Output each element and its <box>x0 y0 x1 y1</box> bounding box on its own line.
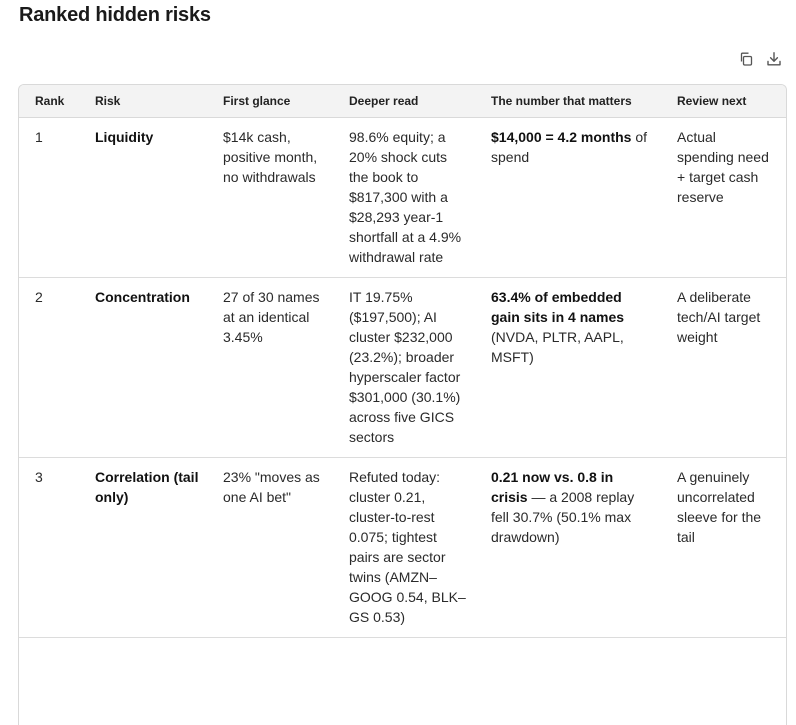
cell-risk: Correlation (tail only) <box>81 457 209 638</box>
header-rank: Rank <box>19 85 81 118</box>
cell-rank: 3 <box>19 457 81 638</box>
copy-icon[interactable] <box>738 51 754 67</box>
number-highlight: 0.21 now vs. 0.8 in crisis <box>491 468 614 505</box>
cell-rank: 2 <box>19 277 81 458</box>
table-row: 2 Concentration 27 of 30 names at an ide… <box>19 277 786 458</box>
cell-deeper-read: IT 19.75% ($197,500); AI cluster $232,00… <box>335 277 477 458</box>
cell-number-that-matters: 0.21 now vs. 0.8 in crisis — a 2008 repl… <box>477 457 663 638</box>
cell-risk: Concentration <box>81 277 209 458</box>
download-icon[interactable] <box>766 51 782 67</box>
risk-table: Rank Risk First glance Deeper read The n… <box>18 84 787 725</box>
table-row: 3 Correlation (tail only) 23% "moves as … <box>19 457 786 638</box>
number-detail: of spend <box>491 128 648 165</box>
number-detail: — a 2008 replay fell 30.7% (50.1% max dr… <box>491 488 635 545</box>
table-header-row: Rank Risk First glance Deeper read The n… <box>19 85 786 118</box>
cell-number-that-matters: $14,000 = 4.2 months of spend <box>477 117 663 278</box>
cell-review-next: Actual spending need + target cash reser… <box>663 117 786 278</box>
cell-review-next: A deliberate tech/AI target weight <box>663 277 786 458</box>
cell-first-glance: $14k cash, positive month, no withdrawal… <box>209 117 335 278</box>
cell-deeper-read: 98.6% equity; a 20% shock cuts the book … <box>335 117 477 278</box>
cell-risk: Liquidity <box>81 117 209 278</box>
cell-first-glance: 27 of 30 names at an identical 3.45% <box>209 277 335 458</box>
number-highlight: 63.4% of embedded gain sits in 4 names <box>491 288 625 325</box>
page-title: Ranked hidden risks <box>19 4 211 26</box>
header-number-that-matters: The number that matters <box>477 85 663 118</box>
number-highlight: $14,000 = 4.2 months <box>491 128 632 145</box>
cell-rank: 1 <box>19 117 81 278</box>
number-detail: (NVDA, PLTR, AAPL, MSFT) <box>491 328 624 365</box>
header-risk: Risk <box>81 85 209 118</box>
table-toolbar <box>738 51 782 67</box>
cell-review-next: A genuinely uncorrelated sleeve for the … <box>663 457 786 638</box>
cell-first-glance: 23% "moves as one AI bet" <box>209 457 335 638</box>
cell-number-that-matters: 63.4% of embedded gain sits in 4 names (… <box>477 277 663 458</box>
header-review-next: Review next <box>663 85 786 118</box>
header-first-glance: First glance <box>209 85 335 118</box>
cell-deeper-read: Refuted today: cluster 0.21, cluster-to-… <box>335 457 477 638</box>
header-deeper-read: Deeper read <box>335 85 477 118</box>
table-row: 1 Liquidity $14k cash, positive month, n… <box>19 117 786 278</box>
